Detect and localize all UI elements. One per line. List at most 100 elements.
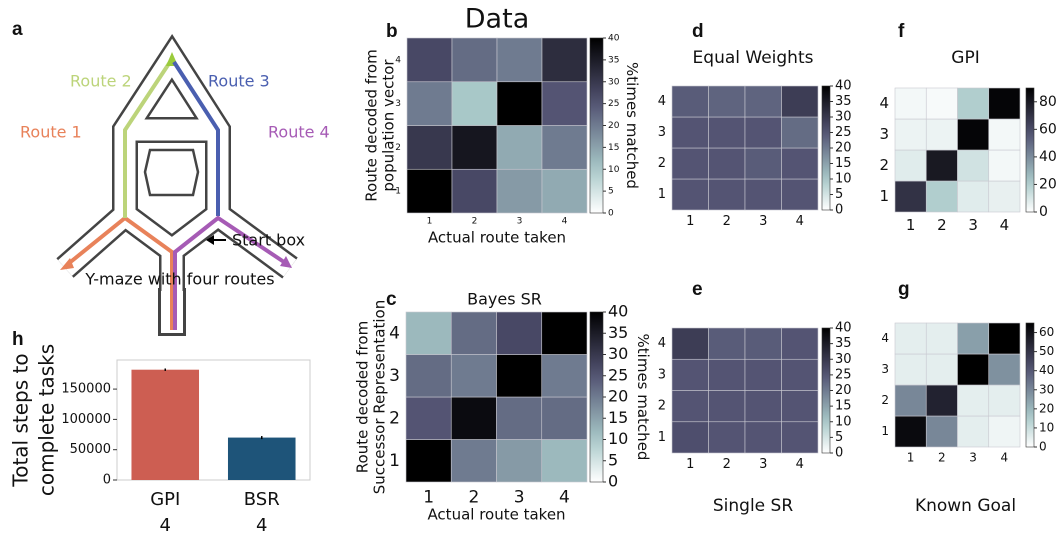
colorbar bbox=[821, 327, 831, 454]
heatmap-cell bbox=[744, 116, 782, 149]
y-tick-label: 4 bbox=[658, 94, 666, 109]
colorbar-tick-label: 5 bbox=[608, 187, 614, 197]
heatmap-cell bbox=[744, 147, 782, 180]
heatmap-cell bbox=[781, 116, 819, 149]
y-tick-label: 2 bbox=[881, 393, 889, 407]
heatmap-cell bbox=[925, 384, 958, 417]
heatmap-cell bbox=[451, 168, 498, 214]
heatmap-cell bbox=[406, 125, 453, 170]
heatmap-cell bbox=[451, 81, 498, 126]
colorbar-tick-label: 30 bbox=[608, 344, 628, 363]
x-tick-label: 4 bbox=[1000, 216, 1010, 234]
heatmap-cell bbox=[450, 354, 497, 398]
x-tick-label: 1 bbox=[686, 457, 694, 472]
colorbar-tick-label: 0 bbox=[1039, 204, 1048, 220]
heatmap-cell bbox=[671, 358, 709, 391]
x-tick-label: 3 bbox=[517, 217, 523, 227]
heatmap-cell bbox=[405, 439, 452, 483]
x-tick-label: 3 bbox=[969, 450, 977, 464]
heatmap-cell bbox=[671, 390, 709, 423]
chart-title: Single SR bbox=[713, 496, 793, 516]
heatmap-cell bbox=[988, 353, 1021, 386]
heatmap-cell bbox=[671, 327, 709, 360]
x-tick-label: 4 bbox=[1001, 450, 1009, 464]
y-tick-label: 3 bbox=[881, 362, 889, 376]
heatmap-cell bbox=[957, 322, 990, 355]
heatmap-cell bbox=[957, 149, 990, 182]
route-label: Route 4 bbox=[268, 123, 330, 142]
heatmap-cell bbox=[541, 125, 588, 170]
colorbar-tick-label: 15 bbox=[608, 408, 628, 427]
x-tick-label: 1 bbox=[423, 487, 434, 507]
heatmap-cell bbox=[671, 421, 709, 454]
y-tick-label: 150000 bbox=[61, 382, 111, 397]
y-tick-label: 4 bbox=[389, 323, 400, 343]
heatmap-cell bbox=[988, 118, 1021, 151]
y-axis-label: complete tasks bbox=[35, 344, 59, 496]
bar bbox=[131, 369, 200, 480]
heatmap-cell bbox=[496, 354, 543, 398]
x-tick-label: 1 bbox=[907, 450, 915, 464]
y-tick-label: 1 bbox=[395, 187, 401, 197]
x-tick-label: BSR bbox=[244, 489, 280, 510]
maze-caption: Y-maze with four routes bbox=[84, 270, 274, 289]
y-axis-label: Route decoded from bbox=[354, 321, 372, 473]
heatmap-cell bbox=[451, 37, 498, 83]
colorbar-tick-label: 50 bbox=[1039, 344, 1054, 358]
heatmap-cell bbox=[708, 421, 746, 454]
y-tick-label: 100000 bbox=[61, 412, 111, 427]
colorbar-tick-label: 25 bbox=[835, 125, 852, 140]
heatmap-cell bbox=[541, 37, 588, 83]
heatmap-cell bbox=[450, 311, 497, 355]
x-tick-label: 4 bbox=[796, 214, 804, 229]
y-tick-label: 4 bbox=[879, 94, 889, 112]
x-tick-label: 4 bbox=[559, 487, 570, 507]
heatmap-cell bbox=[744, 390, 782, 423]
colorbar-tick-label: 0 bbox=[835, 203, 843, 218]
heatmap-cell bbox=[406, 37, 453, 83]
start-label: Start box bbox=[232, 231, 305, 250]
heatmap-cell bbox=[957, 415, 990, 448]
colorbar-tick-label: 25 bbox=[608, 365, 628, 384]
heatmap-cell bbox=[496, 439, 543, 483]
colorbar-tick-label: 0 bbox=[1039, 440, 1047, 454]
y-tick-label: 4 bbox=[395, 55, 401, 65]
plot-frame bbox=[116, 359, 311, 481]
heatmap-cell bbox=[894, 118, 927, 151]
heatmap-cell bbox=[450, 439, 497, 483]
colorbar-tick-label: 40 bbox=[835, 321, 852, 336]
colorbar-tick-label: 5 bbox=[835, 430, 843, 445]
x-tick-label: 3 bbox=[968, 216, 978, 234]
panel-label: g bbox=[898, 279, 910, 300]
heatmap-cell bbox=[957, 118, 990, 151]
panel-label: a bbox=[12, 19, 23, 40]
heatmap-cell bbox=[957, 180, 990, 213]
y-tick-label: 50000 bbox=[70, 442, 111, 457]
y-tick-label: 0 bbox=[103, 473, 111, 488]
heatmap-cell bbox=[744, 85, 782, 118]
y-tick-label: 4 bbox=[658, 336, 666, 351]
heatmap-cell bbox=[894, 384, 927, 417]
y-axis-label: population vector bbox=[380, 59, 398, 192]
chart-title: GPI bbox=[951, 48, 979, 68]
y-axis-label: Successor Representation bbox=[371, 300, 389, 494]
heatmap-cell bbox=[405, 396, 452, 440]
colorbar-tick-label: 5 bbox=[835, 187, 843, 202]
x-tick-label: 3 bbox=[759, 457, 767, 472]
colorbar bbox=[1025, 322, 1035, 448]
y-tick-label: 1 bbox=[879, 187, 889, 205]
y-tick-label: 3 bbox=[658, 367, 666, 382]
heatmap-cell bbox=[451, 125, 498, 170]
heatmap-cell bbox=[671, 116, 709, 149]
x-tick-label: 1 bbox=[427, 217, 433, 227]
route-label: Route 3 bbox=[208, 72, 270, 91]
heatmap-cell bbox=[708, 85, 746, 118]
heatmap-cell bbox=[781, 178, 819, 211]
colorbar-tick-label: 40 bbox=[835, 79, 852, 94]
heatmap-cell bbox=[405, 311, 452, 355]
colorbar-tick-label: 25 bbox=[608, 99, 619, 109]
heatmap-cell bbox=[541, 439, 588, 483]
x-axis-label: Actual route taken bbox=[427, 506, 565, 524]
y-tick-label: 1 bbox=[881, 424, 889, 438]
heatmap-cell bbox=[541, 311, 588, 355]
